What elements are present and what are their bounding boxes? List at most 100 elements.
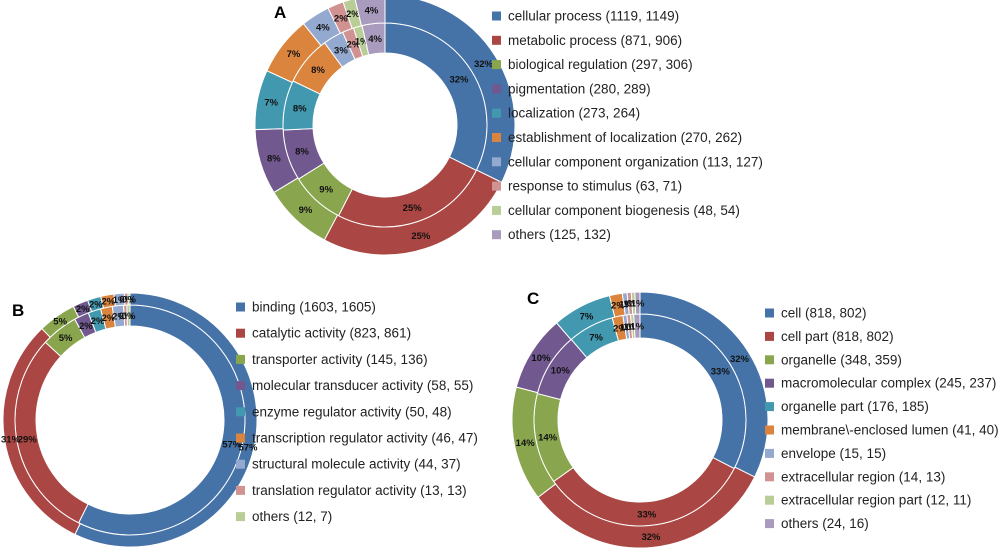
panel-b-inner-label-6: 2% (112, 312, 126, 323)
panel-b-legend-label-8: others (12, 7) (252, 509, 332, 524)
panel-a-inner-label-4: 8% (293, 103, 307, 114)
panel-b-legend-label-1: catalytic activity (823, 861) (252, 326, 411, 341)
panel-a-legend-swatch-6 (492, 157, 501, 167)
panel-c-inner-label-8: 0% (626, 322, 640, 333)
panel-a-inner-label-8: 1% (355, 37, 369, 48)
panel-c-outer-label-8: 0% (627, 299, 641, 310)
panel-a-letter: A (274, 3, 286, 22)
panel-c-inner-label-9: 1% (630, 322, 644, 333)
panel-b-outer-label-7: 0% (119, 295, 133, 306)
panel-c-inner-label-4: 7% (589, 332, 603, 343)
panel-c-legend-label-9: others (24, 16) (781, 516, 869, 531)
panel-c-legend-label-0: cell (818, 802) (781, 306, 867, 321)
panel-b-legend-label-7: translation regulator activity (13, 13) (252, 483, 467, 498)
panel-c-outer-label-4: 7% (580, 311, 594, 322)
panel-a-legend-swatch-0 (492, 11, 501, 21)
panel-c-inner-label-5: 2% (613, 324, 627, 335)
panel-a-legend-swatch-7 (492, 181, 501, 191)
panel-c: C33%33%14%10%7%2%1%1%0%1%32%32%14%10%7%2… (511, 289, 999, 549)
panel-a-outer-label-4: 7% (264, 98, 278, 109)
panel-c-legend-swatch-8 (765, 495, 774, 505)
panel-a-legend-label-2: biological regulation (297, 306) (508, 57, 693, 72)
panel-b-inner-label-5: 2% (102, 313, 116, 324)
panel-a-outer-label-5: 7% (287, 49, 301, 60)
panel-b-outer-label-1: 31% (1, 435, 21, 446)
panel-a-legend-label-7: response to stimulus (63, 71) (508, 179, 682, 194)
panel-a-legend-label-1: metabolic process (871, 906) (508, 33, 682, 48)
panel-b-legend-swatch-7 (236, 485, 245, 495)
panel-c-legend-label-5: membrane\-enclosed lumen (41, 40) (781, 423, 999, 438)
panel-b-inner-label-0: 57% (222, 439, 242, 450)
panel-c-legend-label-3: macromolecular complex (245, 237) (781, 376, 996, 391)
panel-b-outer-label-5: 2% (101, 296, 115, 307)
panel-b-legend-swatch-5 (236, 433, 245, 443)
panel-c-legend-swatch-1 (765, 331, 774, 341)
panel-a-inner-label-5: 8% (311, 65, 325, 76)
panel-a-legend-label-8: cellular component biogenesis (48, 54) (508, 203, 740, 218)
panel-c-inner-label-3: 10% (551, 366, 571, 377)
panel-a-inner-label-3: 8% (295, 147, 309, 158)
panel-c-inner-label-1: 33% (637, 509, 657, 520)
panel-c-legend-swatch-4 (765, 402, 774, 412)
panel-b-outer-label-0: 57% (238, 442, 258, 453)
panel-c-outer-label-2: 14% (516, 438, 536, 449)
panel-a-legend-swatch-2 (492, 60, 501, 70)
panel-a-inner-label-9: 4% (368, 34, 382, 45)
panel-c-outer-label-9: 1% (631, 299, 645, 310)
panel-c-outer-label-3: 10% (531, 353, 551, 364)
panel-b-inner-label-4: 2% (91, 316, 105, 327)
panel-c-outer-slice-9 (634, 291, 641, 315)
panel-a: A32%25%9%8%8%8%3%2%1% 4%32%25%9%8%7%7%4%2… (254, 0, 763, 256)
panel-c-legend-swatch-9 (765, 519, 774, 529)
panel-b-inner-label-8: 0% (122, 311, 136, 322)
panel-c-legend-swatch-5 (765, 425, 774, 435)
panel-c-legend-label-2: organelle (348, 359) (781, 352, 902, 367)
panel-b: B57%29%5%2%2%2%2%0%0%57%31%5%2% 2%2%1%0%0… (1, 292, 478, 548)
panel-b-legend-swatch-3 (236, 381, 245, 391)
panel-a-legend-swatch-9 (492, 230, 501, 240)
panel-a-outer-label-2: 9% (299, 205, 313, 216)
panel-a-legend-label-4: localization (273, 264) (508, 106, 640, 121)
panel-c-outer-label-6: 1% (619, 299, 633, 310)
panel-a-legend-label-0: cellular process (1119, 1149) (508, 9, 679, 24)
panel-b-inner-label-7: 0% (119, 311, 133, 322)
panel-c-legend-label-7: extracellular region (14, 13) (781, 469, 945, 484)
panel-b-outer-label-3: 2% (76, 304, 90, 315)
panel-b-outer-label-8: 0% (122, 295, 136, 306)
panel-b-legend-swatch-4 (236, 407, 245, 417)
panel-c-outer-label-0: 32% (730, 354, 750, 365)
panel-b-outer-label-6: 1% (113, 295, 127, 306)
panel-a-outer-label-0: 32% (474, 59, 494, 70)
panel-a-legend-swatch-1 (492, 35, 501, 45)
panel-a-legend-label-3: pigmentation (280, 289) (508, 81, 651, 96)
panel-b-inner-label-1: 29% (18, 434, 38, 445)
panel-c-legend-label-8: extracellular region part (12, 11) (781, 493, 971, 508)
panel-c-legend-label-4: organelle part (176, 185) (781, 399, 929, 414)
panel-b-legend-label-6: structural molecule activity (44, 37) (252, 457, 461, 472)
panel-c-legend-swatch-3 (765, 378, 774, 388)
panel-c-inner-label-6: 1% (620, 322, 634, 333)
panel-c-inner-label-2: 14% (538, 433, 558, 444)
panel-a-outer-label-9: 4% (365, 5, 379, 16)
panel-c-outer-label-5: 2% (611, 301, 625, 312)
panel-b-legend-label-3: molecular transducer activity (58, 55) (252, 378, 473, 393)
panel-a-legend-swatch-8 (492, 205, 501, 215)
panel-b-legend-swatch-0 (236, 302, 245, 312)
panel-a-legend-swatch-3 (492, 84, 501, 94)
panel-b-legend-swatch-2 (236, 354, 245, 364)
panel-a-legend-label-5: establishment of localization (270, 262) (508, 130, 742, 145)
panel-a-outer-label-1: 25% (411, 231, 431, 242)
panel-b-inner-label-2: 5% (59, 333, 73, 344)
panel-c-legend-swatch-6 (765, 448, 774, 458)
panel-c-legend-label-1: cell part (818, 802) (781, 329, 894, 344)
panel-b-legend-label-0: binding (1603, 1605) (252, 300, 376, 315)
panel-a-outer-label-3: 8% (267, 154, 281, 165)
panel-a-inner-label-2: 9% (319, 185, 333, 196)
panel-c-legend-label-6: envelope (15, 15) (781, 446, 886, 461)
panel-c-legend-swatch-2 (765, 355, 774, 365)
panel-b-legend-label-4: enzyme regulator activity (50, 48) (252, 404, 452, 419)
panel-b-outer-label-4: 2% (89, 299, 103, 310)
panel-c-inner-label-0: 33% (711, 367, 731, 378)
panel-b-legend-swatch-1 (236, 328, 245, 338)
